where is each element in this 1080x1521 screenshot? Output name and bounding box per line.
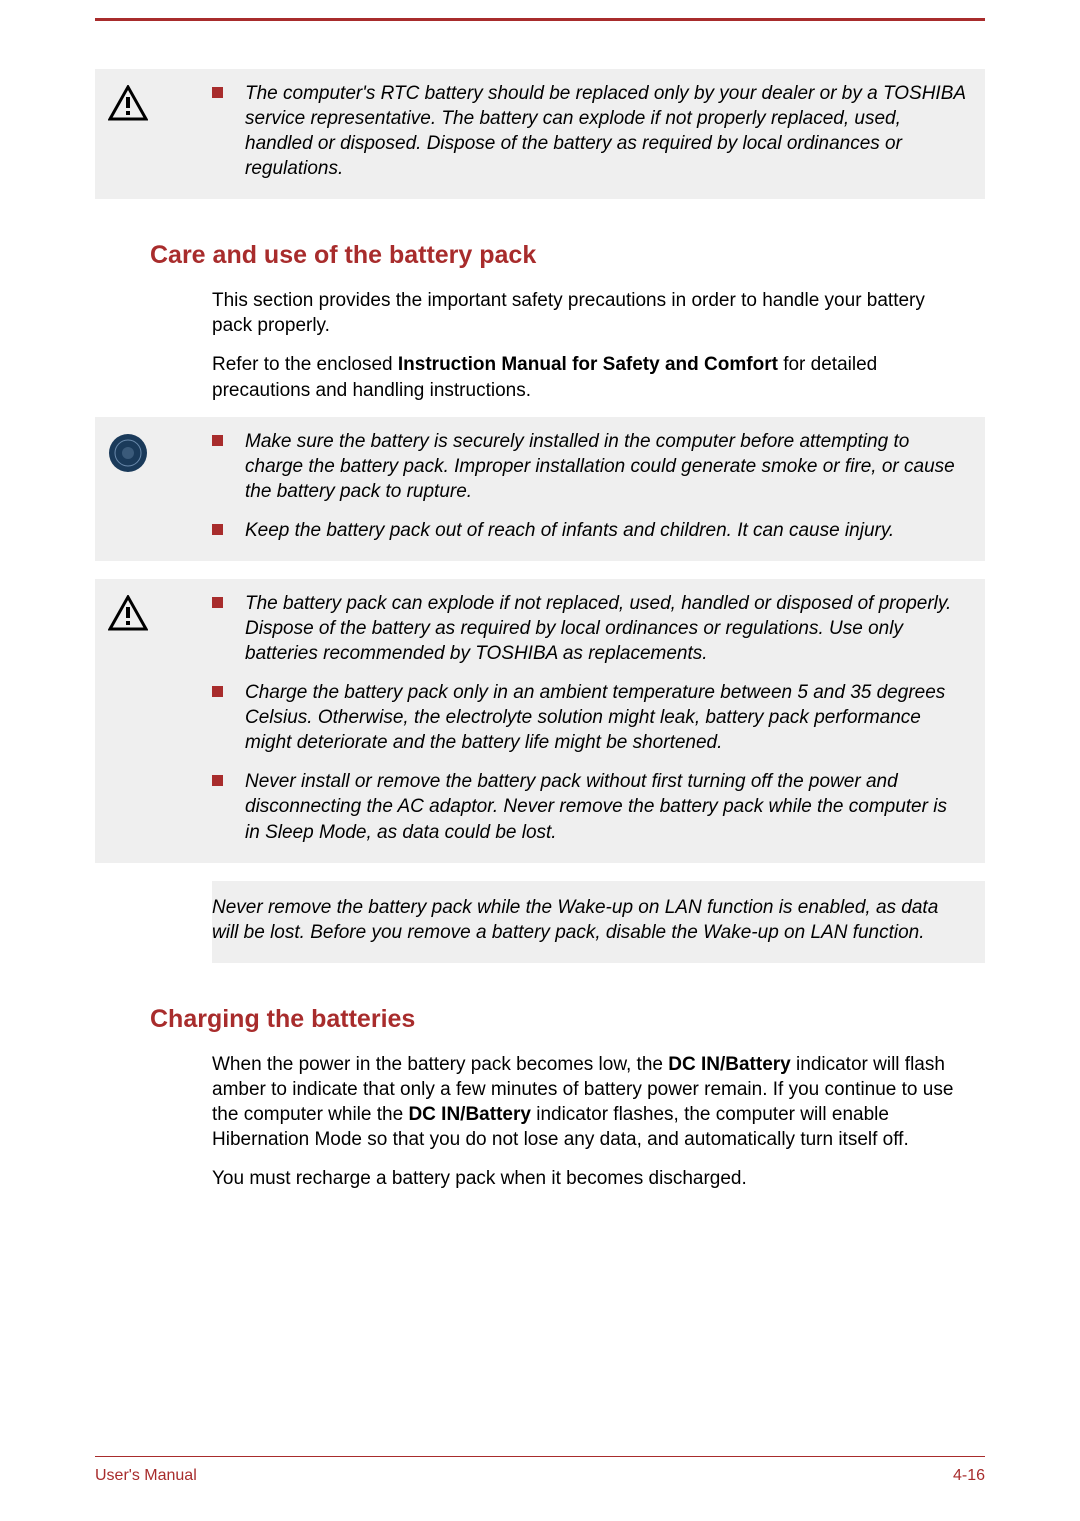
warning-icon (95, 81, 160, 121)
bullet-text: Never install or remove the battery pack… (245, 769, 967, 844)
bullet-text: Charge the battery pack only in an ambie… (245, 680, 967, 755)
note-text: Never remove the battery pack while the … (212, 897, 938, 943)
text-bold: DC IN/Battery (668, 1054, 790, 1075)
note-block: Never remove the battery pack while the … (212, 881, 985, 963)
top-rule (95, 18, 985, 21)
list-item: Keep the battery pack out of reach of in… (212, 518, 967, 543)
heading-charging: Charging the batteries (150, 1005, 985, 1034)
bullet-square-icon (212, 435, 223, 446)
page-footer: User's Manual 4-16 (95, 1456, 985, 1485)
text: When the power in the battery pack becom… (212, 1054, 668, 1075)
list-item: Never install or remove the battery pack… (212, 769, 967, 844)
heading-care-battery: Care and use of the battery pack (150, 241, 985, 270)
list-item: The battery pack can explode if not repl… (212, 591, 967, 666)
bullet-text: The computer's RTC battery should be rep… (245, 81, 967, 181)
bullet-square-icon (212, 597, 223, 608)
bullet-square-icon (212, 87, 223, 98)
warning-block-battery: The battery pack can explode if not repl… (95, 579, 985, 863)
bullet-square-icon (212, 524, 223, 535)
paragraph: You must recharge a battery pack when it… (212, 1166, 967, 1191)
page-content: The computer's RTC battery should be rep… (0, 0, 1080, 1191)
list-item: Charge the battery pack only in an ambie… (212, 680, 967, 755)
footer-page-number: 4-16 (953, 1467, 985, 1485)
list-item: Make sure the battery is securely instal… (212, 429, 967, 504)
bullet-text: The battery pack can explode if not repl… (245, 591, 967, 666)
paragraph: Refer to the enclosed Instruction Manual… (212, 352, 967, 402)
text: Refer to the enclosed (212, 354, 398, 375)
bullet-square-icon (212, 775, 223, 786)
paragraph: This section provides the important safe… (212, 288, 967, 338)
footer-left: User's Manual (95, 1467, 197, 1485)
warning-icon (95, 591, 160, 631)
certification-block: Make sure the battery is securely instal… (95, 417, 985, 561)
bullet-square-icon (212, 686, 223, 697)
certification-badge-icon (95, 429, 160, 473)
list-item: The computer's RTC battery should be rep… (212, 81, 967, 181)
bullet-text: Keep the battery pack out of reach of in… (245, 518, 894, 543)
text-bold: DC IN/Battery (408, 1104, 530, 1125)
text-bold: Instruction Manual for Safety and Comfor… (398, 354, 778, 375)
warning-block-rtc: The computer's RTC battery should be rep… (95, 69, 985, 199)
paragraph: When the power in the battery pack becom… (212, 1052, 967, 1152)
bullet-text: Make sure the battery is securely instal… (245, 429, 967, 504)
